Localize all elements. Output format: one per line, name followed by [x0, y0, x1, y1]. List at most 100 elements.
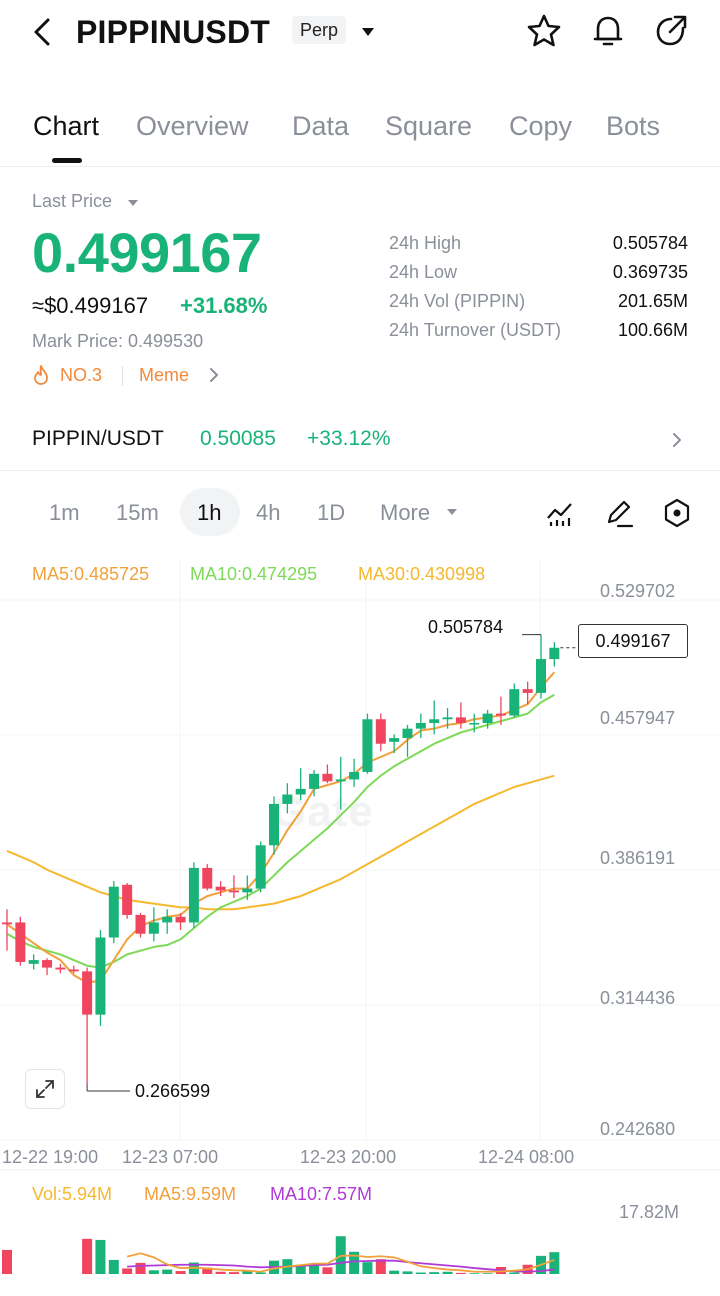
volume-bar: [415, 1272, 426, 1274]
settings-hexagon-icon[interactable]: [660, 496, 694, 530]
volume-bar: [108, 1259, 119, 1274]
interval-4h[interactable]: 4h: [256, 500, 281, 525]
volume-bar: [2, 1249, 12, 1274]
volume-bar: [389, 1270, 400, 1274]
volume-bar: [509, 1272, 520, 1274]
candlestick-chart[interactable]: [0, 540, 720, 1280]
candle-up: [362, 719, 373, 772]
y-tick: 0.386191: [600, 848, 676, 868]
y-tick: 0.242680: [600, 1119, 676, 1139]
tab-square[interactable]: Square: [385, 111, 473, 141]
volume-bar: [148, 1270, 159, 1274]
draw-pencil-icon[interactable]: [602, 496, 636, 530]
candle-up: [402, 728, 413, 739]
candle-down: [322, 773, 333, 782]
star-icon[interactable]: [525, 12, 563, 50]
ma5-line: [6, 671, 556, 984]
x-tick: 12-22 19:00: [2, 1147, 99, 1167]
ma10-line: [6, 693, 555, 969]
expand-chart-button[interactable]: [25, 1069, 65, 1109]
spot-pair-row[interactable]: PIPPIN/USDT 0.50085 +33.12%: [0, 410, 720, 471]
tab-chart[interactable]: Chart: [33, 111, 100, 141]
volume-bar: [82, 1238, 93, 1274]
candle-up: [295, 788, 306, 795]
back-icon[interactable]: [28, 14, 60, 50]
candle-up: [162, 916, 173, 923]
volume-bar: [202, 1267, 213, 1274]
candle-up: [469, 723, 480, 725]
tab-bar: Chart Overview Data Square Copy Bots: [0, 98, 720, 167]
candle-up: [108, 886, 119, 938]
stat-vol-value: 201.65M: [617, 291, 688, 311]
stat-turnover-value: 100.66M: [617, 320, 688, 340]
volume-bar: [95, 1239, 106, 1274]
candle-up: [309, 773, 320, 789]
pair-title[interactable]: PIPPINUSDT: [76, 14, 271, 50]
candle-up: [282, 794, 293, 804]
header: PIPPINUSDT Perp: [0, 0, 720, 64]
active-tab-indicator: [52, 158, 82, 163]
y-tick: 0.529702: [600, 581, 676, 601]
caret-down-icon[interactable]: [127, 199, 139, 207]
volume-bar: [349, 1251, 360, 1274]
interval-1d[interactable]: 1D: [317, 500, 346, 525]
ma30-label: MA30:0.430998: [358, 564, 486, 584]
share-icon[interactable]: [653, 12, 691, 50]
stat-turnover-label: 24h Turnover (USDT): [389, 320, 562, 340]
tab-copy[interactable]: Copy: [509, 111, 573, 141]
spot-pair-name: PIPPIN/USDT: [32, 427, 164, 450]
bell-icon[interactable]: [589, 12, 627, 50]
candle-down: [68, 969, 79, 972]
caret-down-icon[interactable]: [360, 26, 376, 38]
candle-down: [55, 967, 66, 970]
ma5-label: MA5:0.485725: [32, 564, 150, 584]
candle-up: [349, 771, 360, 780]
volume-bar: [135, 1262, 146, 1274]
rank-badge[interactable]: NO.3: [60, 365, 103, 385]
tab-overview[interactable]: Overview: [136, 111, 249, 141]
category-tag[interactable]: Meme: [139, 365, 190, 385]
volume-bar: [469, 1273, 480, 1274]
interval-1h[interactable]: 1h: [197, 500, 222, 525]
candle-down: [175, 916, 186, 923]
candle-down: [375, 719, 386, 744]
stat-high-label: 24h High: [389, 233, 462, 253]
volume-bar: [429, 1272, 440, 1274]
tab-data[interactable]: Data: [292, 111, 350, 141]
candle-up: [269, 803, 279, 846]
interval-15m[interactable]: 15m: [116, 500, 159, 525]
candle-down: [82, 971, 93, 1015]
chevron-right-icon[interactable]: [670, 430, 684, 450]
last-price-selector[interactable]: Last Price: [32, 191, 113, 211]
perp-badge[interactable]: Perp: [292, 16, 347, 44]
candle-down: [135, 914, 146, 934]
volume-bar: [175, 1271, 186, 1274]
y-tick: 0.457947: [600, 708, 676, 728]
divider: [122, 366, 123, 386]
chevron-right-icon[interactable]: [207, 366, 221, 384]
interval-more[interactable]: More: [380, 500, 431, 525]
tab-bots[interactable]: Bots: [606, 111, 661, 141]
candle-down: [122, 884, 133, 915]
stat-high-value: 0.505784: [612, 233, 688, 253]
volume-bar: [549, 1252, 560, 1274]
last-price-marker: 0.499167: [578, 624, 688, 658]
interval-1m[interactable]: 1m: [49, 500, 80, 525]
candle-up: [335, 779, 346, 782]
volume-bar: [442, 1271, 453, 1274]
candle-down: [455, 717, 466, 724]
spot-price: 0.50085: [200, 427, 276, 450]
indicator-icon[interactable]: [543, 496, 577, 530]
candle-up: [442, 717, 453, 720]
volume-bar: [322, 1267, 333, 1274]
candle-up: [255, 845, 266, 889]
ma30-line: [6, 774, 555, 911]
candle-down: [15, 922, 26, 962]
candle-down: [202, 867, 213, 889]
y-tick: 0.314436: [600, 988, 676, 1008]
caret-down-icon[interactable]: [446, 508, 458, 516]
price-change-percent: +31.68%: [180, 293, 268, 318]
candle-up: [188, 867, 199, 923]
volume-bar: [455, 1272, 466, 1274]
candle-up: [28, 960, 39, 964]
